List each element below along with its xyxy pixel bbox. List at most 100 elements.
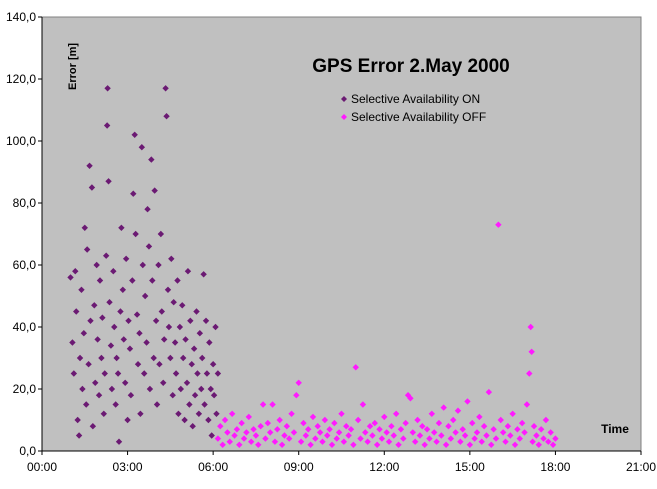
data-point xyxy=(504,423,512,430)
data-point xyxy=(93,261,100,269)
data-point xyxy=(319,438,326,445)
legend-label-sa-on: Selective Availability ON xyxy=(351,92,480,106)
data-point xyxy=(181,416,188,424)
data-point xyxy=(111,323,118,331)
data-point xyxy=(440,404,447,411)
data-point xyxy=(423,426,431,433)
data-point xyxy=(402,419,409,427)
data-point xyxy=(243,429,250,436)
data-point xyxy=(295,379,302,386)
data-point xyxy=(495,221,502,228)
data-point xyxy=(196,330,204,337)
data-point xyxy=(195,410,203,417)
data-point xyxy=(103,122,111,129)
data-point xyxy=(274,426,281,433)
data-point xyxy=(250,426,257,433)
data-point xyxy=(214,435,222,442)
data-point xyxy=(395,441,402,448)
data-point xyxy=(276,416,283,424)
data-point xyxy=(110,268,117,275)
data-point xyxy=(129,277,136,284)
plot-area xyxy=(41,16,642,452)
data-point xyxy=(226,438,233,445)
y-tick-label: 20,0 xyxy=(13,382,37,396)
data-point xyxy=(131,131,138,138)
data-point xyxy=(245,413,252,421)
data-point xyxy=(414,416,421,424)
data-point xyxy=(528,348,535,355)
data-point xyxy=(91,302,98,309)
data-point xyxy=(371,419,378,427)
data-point xyxy=(426,435,433,442)
data-point xyxy=(233,426,241,433)
y-tick-label: 100,0 xyxy=(6,134,36,148)
data-point xyxy=(535,441,542,448)
data-point xyxy=(476,413,483,421)
data-point xyxy=(390,432,397,439)
data-point xyxy=(307,441,314,448)
data-point xyxy=(297,438,305,445)
data-point xyxy=(176,323,184,331)
data-point xyxy=(100,410,108,417)
x-tick-label: 18:00 xyxy=(540,460,570,474)
data-point xyxy=(163,113,170,120)
data-point xyxy=(74,416,81,424)
data-point xyxy=(547,429,554,436)
data-point xyxy=(442,441,450,448)
data-point xyxy=(81,224,88,231)
data-point xyxy=(152,317,160,324)
data-point xyxy=(95,392,103,399)
data-point xyxy=(127,392,135,399)
data-point xyxy=(194,370,201,377)
data-point xyxy=(527,323,534,331)
data-point xyxy=(118,224,125,231)
data-point xyxy=(385,438,393,445)
data-point xyxy=(156,361,163,368)
data-point xyxy=(312,435,319,442)
data-point xyxy=(281,432,288,439)
data-point xyxy=(466,441,474,448)
x-tick-label: 12:00 xyxy=(369,460,399,474)
data-point xyxy=(293,392,300,399)
data-point xyxy=(326,426,333,433)
data-point xyxy=(357,435,364,442)
data-point xyxy=(164,286,172,293)
data-point xyxy=(502,438,509,445)
data-point xyxy=(212,323,219,331)
data-point xyxy=(490,426,497,433)
data-point xyxy=(170,299,177,306)
data-point xyxy=(160,336,168,343)
data-point xyxy=(177,385,185,393)
data-point xyxy=(209,361,217,368)
data-point xyxy=(224,429,231,436)
data-point xyxy=(549,441,557,448)
data-point xyxy=(552,435,559,442)
data-point xyxy=(383,429,390,436)
data-point xyxy=(78,286,85,293)
data-point xyxy=(331,419,338,427)
x-tick-label: 06:00 xyxy=(198,460,228,474)
data-point xyxy=(150,354,157,362)
data-point xyxy=(305,426,312,433)
x-tick-label: 03:00 xyxy=(113,460,143,474)
x-axis-ticks: 00:00 03:00 06:00 09:00 12:00 15:00 18:00 21:00 xyxy=(27,451,656,474)
data-point xyxy=(286,435,293,442)
data-point xyxy=(108,385,116,393)
x-axis-label: Time xyxy=(601,422,629,436)
data-point xyxy=(255,441,262,448)
data-point xyxy=(354,416,362,424)
legend-label-sa-off: Selective Availability OFF xyxy=(351,110,486,124)
data-point xyxy=(121,379,129,386)
data-point xyxy=(94,336,101,343)
data-point xyxy=(352,364,359,371)
data-point xyxy=(76,354,84,362)
data-point xyxy=(203,370,211,377)
data-point xyxy=(189,423,196,430)
data-point xyxy=(172,370,180,377)
data-point xyxy=(188,361,195,368)
data-point xyxy=(271,438,279,445)
data-point xyxy=(80,330,88,337)
series-sa-on xyxy=(67,85,222,445)
data-point xyxy=(98,354,105,362)
